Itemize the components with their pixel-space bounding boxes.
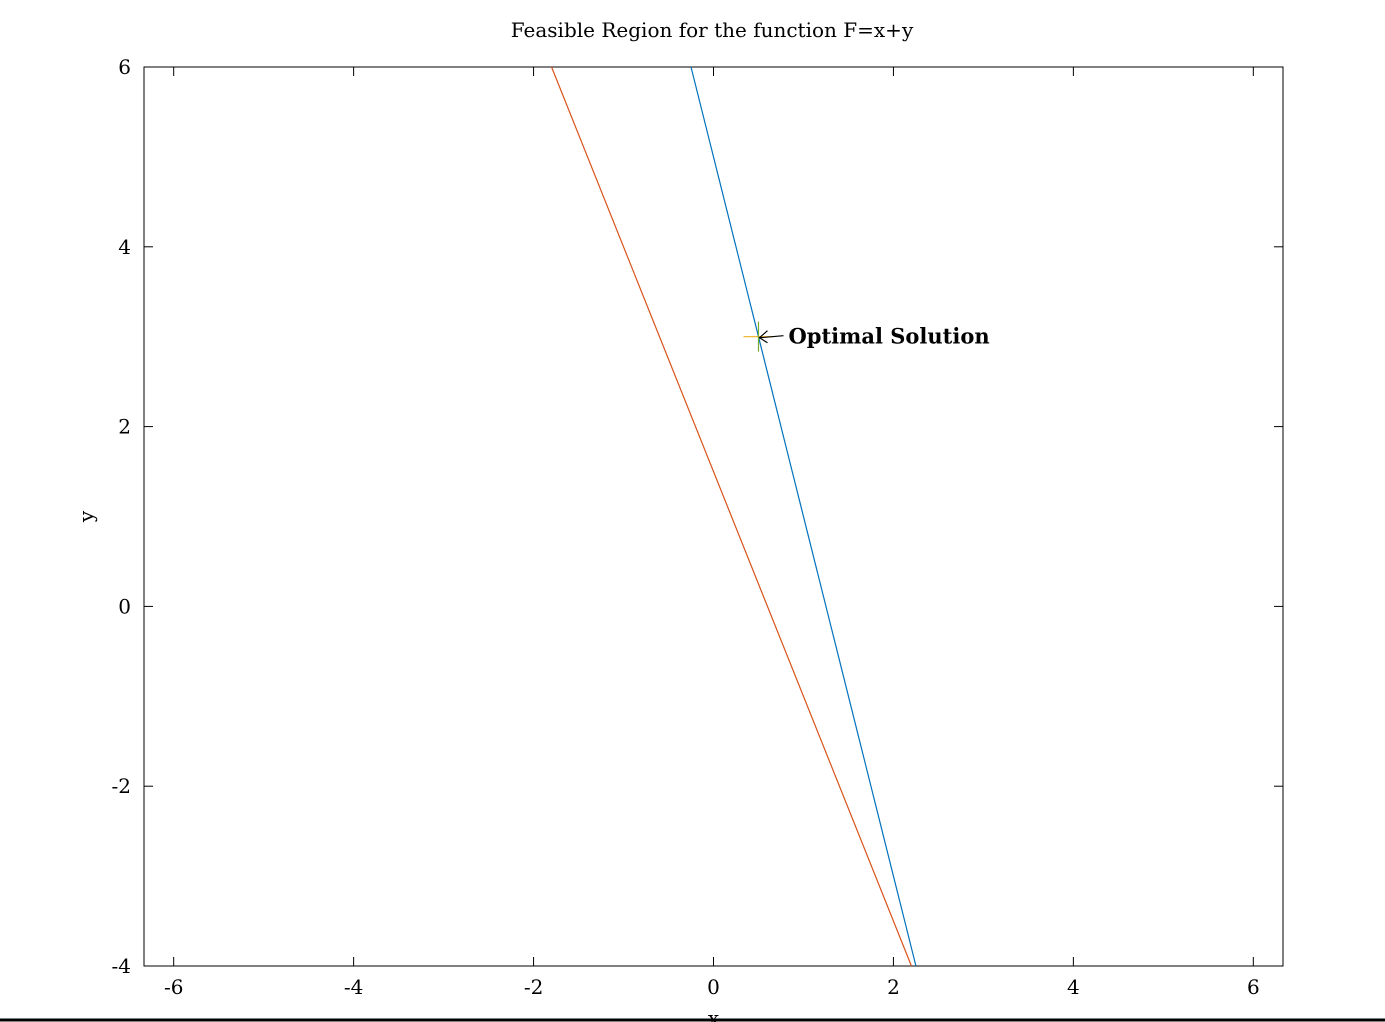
x-tick-label: -6: [164, 975, 183, 999]
series-layer: [550, 66, 917, 967]
x-tick-label: 4: [1067, 975, 1080, 999]
x-tick-label: 0: [707, 975, 720, 999]
x-tick-label: -2: [524, 975, 543, 999]
y-tick-label: -2: [112, 774, 131, 798]
y-axis-label: y: [74, 510, 98, 523]
annotation-arrow-head: [758, 330, 768, 344]
series-line-1: [690, 66, 917, 967]
y-tick-label: 0: [118, 594, 131, 618]
annotation-label: Optimal Solution: [788, 324, 989, 349]
axis-ticks: -6 -4 -2 0 2 4 6 -4 -2 0 2 4 6: [112, 55, 1283, 999]
y-tick-label: 6: [118, 55, 131, 79]
x-axis-label: x: [708, 1006, 720, 1022]
y-tick-label: 2: [118, 415, 131, 439]
annotation-arrow-shaft: [760, 335, 784, 339]
annotation-layer: Optimal Solution: [758, 324, 990, 349]
x-tick-label: 6: [1247, 975, 1260, 999]
y-tick-label: -4: [112, 954, 131, 978]
chart-title: Feasible Region for the function F=x+y: [511, 18, 914, 42]
x-tick-label: -4: [344, 975, 363, 999]
y-tick-label: 4: [118, 235, 131, 259]
series-line-2: [550, 66, 912, 967]
x-tick-label: 2: [887, 975, 900, 999]
